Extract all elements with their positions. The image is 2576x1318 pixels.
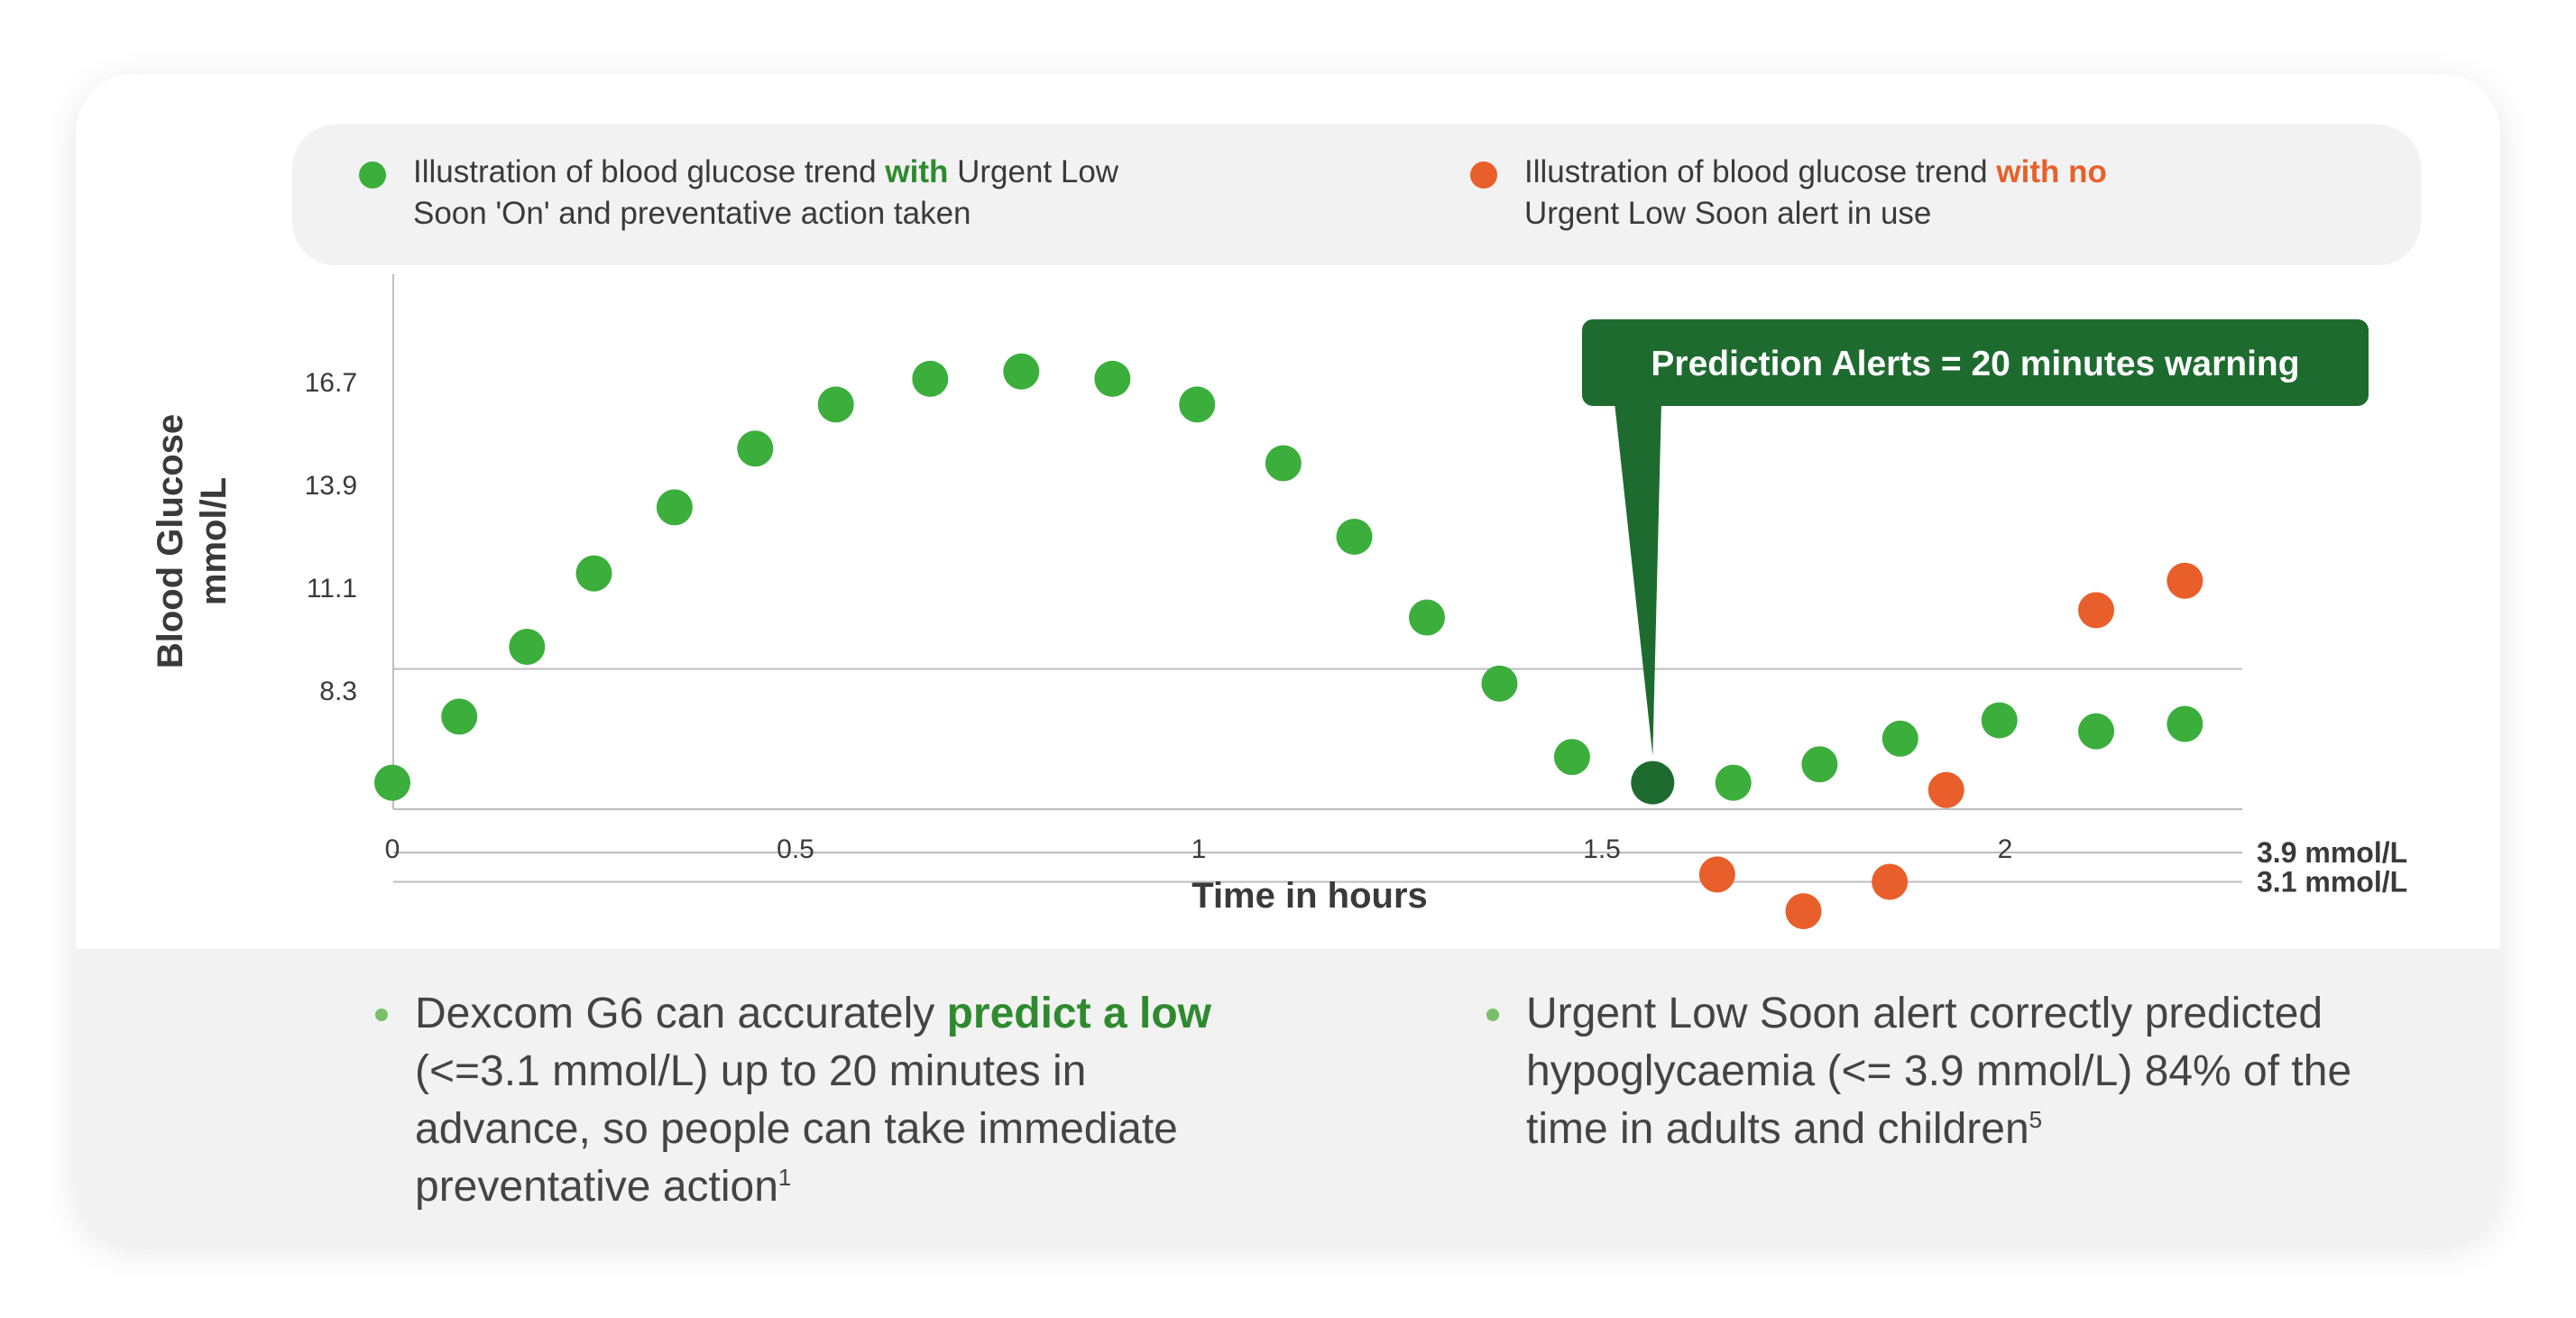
green-data-point	[2078, 713, 2115, 750]
bullet-dot	[1486, 1009, 1499, 1021]
y-tick-label: 13.9	[305, 471, 357, 501]
legend-orange-dot	[1470, 161, 1497, 189]
green-data-point	[1265, 445, 1302, 482]
green-data-point	[1801, 746, 1838, 783]
prediction-callout: Prediction Alerts = 20 minutes warning	[1582, 319, 2369, 756]
bullet-urgent-low-soon: Urgent Low Soon alert correctly predicte…	[1486, 985, 2352, 1158]
bullet-2-line1: Urgent Low Soon alert correctly predicte…	[1526, 990, 2323, 1037]
footnote-ref-1: 1	[777, 1164, 792, 1191]
bullet-predict-low: Dexcom G6 can accurately predict a low (…	[375, 985, 1211, 1216]
bullet-1-line2: (<=3.1 mmol/L) up to 20 minutes in	[415, 1047, 1087, 1095]
data-points	[374, 353, 2203, 930]
y-axis-title: Blood Glucose mmol/L	[151, 414, 234, 668]
reference-lines	[393, 668, 2242, 883]
green-data-point	[1094, 360, 1131, 397]
green-data-point	[1409, 599, 1446, 636]
bullet-2-line2: hypoglycaemia (<= 3.9 mmol/L) 84% of the	[1526, 1047, 2352, 1095]
y-axis-title-line2: mmol/L	[194, 477, 234, 605]
reference-label: 3.1 mmol/L	[2257, 866, 2407, 899]
infographic-card: Illustration of blood glucose trend with…	[76, 74, 2500, 1243]
green-data-point	[1715, 764, 1752, 801]
glucose-chart: 16.7 13.9 11.1 8.3 0 0.5 1 1.5 2 3.9 mmol/L3.1 …	[151, 274, 2407, 930]
orange-data-point	[1785, 893, 1822, 930]
x-tick-label: 1.5	[1583, 834, 1621, 864]
legend-orange-line1: Illustration of blood glucose trend with…	[1524, 154, 2107, 189]
y-tick-label: 16.7	[305, 368, 357, 398]
legend-green-dot	[359, 161, 386, 189]
x-axis-title: Time in hours	[1191, 876, 1428, 916]
x-tick-label: 0	[385, 834, 400, 864]
reference-labels: 3.9 mmol/L3.1 mmol/L	[2257, 836, 2407, 899]
bullet-2-line3: time in adults and children5	[1526, 1105, 2043, 1153]
footer-panel: Dexcom G6 can accurately predict a low (…	[76, 949, 2500, 1243]
green-data-point	[374, 764, 410, 801]
green-data-point	[1481, 665, 1518, 702]
orange-data-point	[1698, 856, 1735, 893]
bullet-dot	[375, 1009, 388, 1021]
x-tick-labels: 0 0.5 1 1.5 2	[385, 834, 2013, 864]
orange-data-point	[1872, 863, 1909, 900]
callout-box	[1582, 319, 2369, 406]
green-data-point	[1881, 720, 1918, 757]
callout-pointer	[1615, 402, 1661, 756]
green-data-point	[656, 489, 693, 526]
x-tick-label: 1	[1191, 834, 1207, 864]
orange-data-point	[1927, 771, 1964, 808]
green-data-point	[737, 430, 774, 467]
bullet-1-line4: preventative action1	[415, 1163, 792, 1211]
highlighted-data-point	[1631, 760, 1675, 805]
y-axis-title-line1: Blood Glucose	[151, 414, 190, 668]
green-data-point	[1003, 353, 1040, 390]
y-tick-label: 11.1	[307, 574, 357, 604]
green-data-point	[2167, 705, 2203, 742]
green-data-point	[817, 386, 854, 423]
orange-data-point	[2078, 592, 2115, 629]
legend-green-line2: Soon 'On' and preventative action taken	[413, 196, 971, 231]
legend: Illustration of blood glucose trend with…	[292, 124, 2421, 265]
legend-item-green: Illustration of blood glucose trend with…	[359, 152, 1119, 235]
legend-item-orange: Illustration of blood glucose trend with…	[1470, 152, 2107, 235]
green-data-point	[1553, 739, 1590, 776]
x-tick-label: 2	[1998, 834, 2013, 864]
bullet-1-line1: Dexcom G6 can accurately predict a low	[415, 990, 1211, 1037]
green-data-point	[1179, 386, 1216, 423]
bullet-1-line3: advance, so people can take immediate	[415, 1105, 1178, 1153]
green-data-point	[912, 360, 949, 397]
footnote-ref-5: 5	[2029, 1106, 2043, 1133]
y-tick-label: 8.3	[319, 677, 357, 706]
green-data-point	[1336, 518, 1373, 555]
callout-text: Prediction Alerts = 20 minutes warning	[1651, 345, 2299, 383]
green-data-point	[441, 698, 478, 735]
green-data-point	[575, 555, 612, 592]
green-data-point	[509, 629, 546, 666]
legend-orange-line2: Urgent Low Soon alert in use	[1524, 196, 1932, 231]
orange-data-point	[2167, 562, 2203, 599]
reference-label: 3.9 mmol/L	[2257, 836, 2407, 869]
y-tick-labels: 16.7 13.9 11.1 8.3	[305, 368, 357, 706]
legend-green-line1: Illustration of blood glucose trend with…	[413, 154, 1119, 189]
green-data-point	[1981, 702, 2018, 739]
x-tick-label: 0.5	[777, 834, 814, 864]
